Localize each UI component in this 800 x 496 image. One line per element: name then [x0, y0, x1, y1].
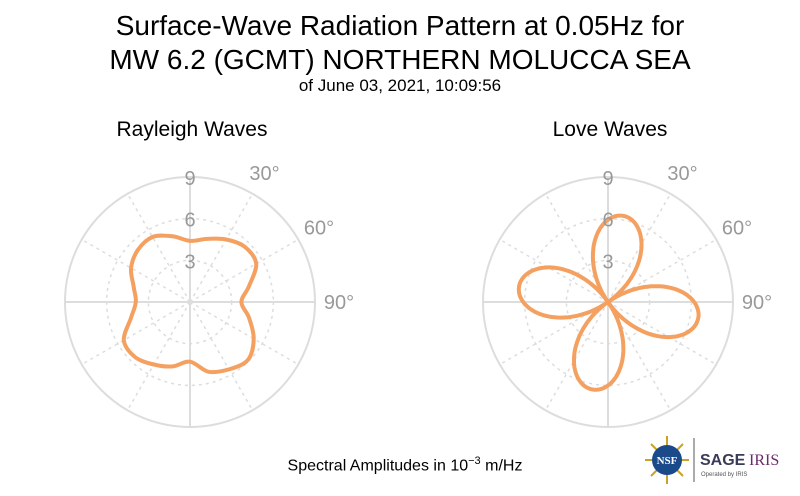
radial-tick-label: 9	[602, 168, 613, 190]
radial-tick-label: 3	[602, 251, 613, 273]
sage-logo-text: SAGE	[700, 452, 746, 469]
units-base: 10	[450, 457, 469, 475]
operated-by-text: Operated by IRIS	[701, 472, 747, 478]
radial-tick-label: 6	[184, 210, 195, 232]
rayleigh-pattern-curve	[121, 233, 259, 375]
units-suffix: m/Hz	[485, 457, 523, 475]
angle-tick-label: 60°	[304, 218, 334, 240]
sponsor-logos: NSF SAGE IRIS Operated by IRIS	[645, 436, 779, 484]
chart-subtitle-date: of June 03, 2021, 10:09:56	[298, 76, 502, 95]
chart-title-line2: MW 6.2 (GCMT) NORTHERN MOLUCCA SEA	[109, 44, 691, 75]
chart-title-line1: Surface-Wave Radiation Pattern at 0.05Hz…	[115, 10, 685, 41]
units-prefix: Spectral Amplitudes in	[287, 457, 446, 475]
grid-spoke	[189, 301, 254, 411]
angle-tick-label: 90°	[324, 292, 354, 314]
angle-tick-label: 30°	[667, 163, 697, 185]
units-exponent: −3	[468, 455, 481, 467]
love-pattern-curve	[516, 213, 701, 392]
radial-tick-label: 9	[184, 168, 195, 190]
angle-tick-label: 90°	[742, 292, 772, 314]
units-caption: Spectral Amplitudes in 10−3 m/Hz	[215, 455, 595, 475]
rayleigh-subplot-title: Rayleigh Waves	[116, 118, 268, 141]
radial-tick-label: 3	[184, 251, 195, 273]
nsf-logo-text: NSF	[657, 455, 678, 467]
iris-logo-text: IRIS	[749, 452, 779, 469]
grid-spoke	[126, 193, 191, 303]
love-subplot-title: Love Waves	[552, 118, 668, 141]
angle-tick-label: 60°	[722, 218, 752, 240]
angle-tick-label: 30°	[249, 163, 279, 185]
grid-spoke	[81, 301, 191, 366]
radial-tick-label: 6	[602, 210, 613, 232]
nsf-logo: NSF	[645, 436, 689, 484]
